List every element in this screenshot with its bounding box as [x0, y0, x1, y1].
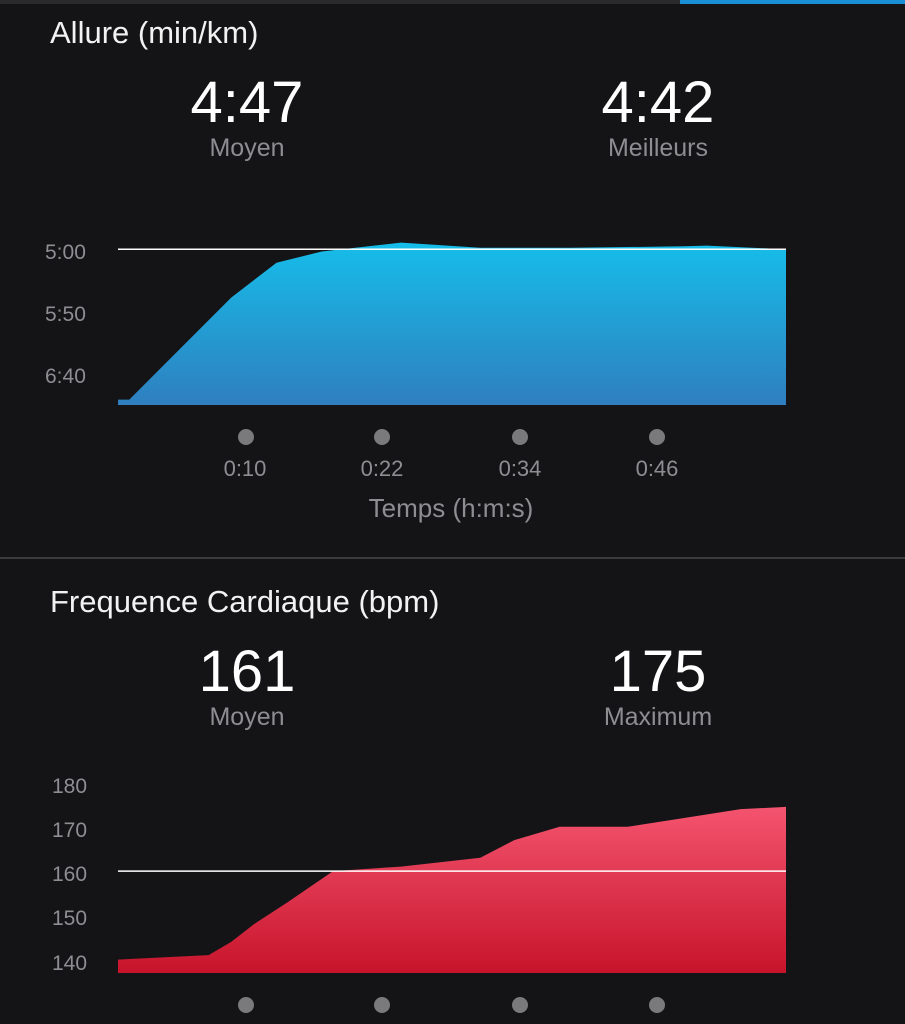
- hr-max-label: Maximum: [603, 703, 713, 731]
- timeline-marker-dot[interactable]: [512, 429, 528, 445]
- hr-max-value: 175: [609, 639, 707, 704]
- pace-y-tick: 5:00: [45, 241, 86, 264]
- heart-rate-series-area: [118, 806, 786, 973]
- hr-y-tick: 140: [52, 952, 88, 975]
- pace-x-axis-label: Temps (h:m:s): [368, 493, 534, 523]
- pace-title: Allure (min/km): [50, 15, 259, 50]
- timeline-marker-dot[interactable]: [649, 429, 665, 445]
- pace-x-tick: 0:46: [635, 456, 679, 481]
- hr-average-label: Moyen: [209, 703, 285, 731]
- pace-best-label: Meilleurs: [607, 134, 709, 162]
- timeline-marker-dot[interactable]: [374, 997, 390, 1013]
- timeline-marker-dot[interactable]: [374, 429, 390, 445]
- hr-average-value: 161: [198, 639, 296, 704]
- timeline-marker-dot[interactable]: [649, 997, 665, 1013]
- heart-rate-section: Frequence Cardiaque (bpm) 161 Moyen 175 …: [0, 559, 905, 1024]
- hr-y-tick: 170: [52, 819, 88, 842]
- pace-y-tick: 6:40: [45, 365, 86, 388]
- pace-y-tick: 5:50: [45, 303, 86, 326]
- heart-rate-title: Frequence Cardiaque (bpm): [50, 584, 440, 619]
- active-tab-underline: [680, 0, 905, 4]
- pace-best-stat: 4:42 Meilleurs: [508, 73, 808, 163]
- hr-y-tick: 180: [52, 775, 88, 798]
- pace-average-value: 4:47: [190, 70, 304, 135]
- hr-y-tick: 150: [52, 907, 88, 930]
- timeline-marker-dot[interactable]: [238, 429, 254, 445]
- section-divider: [0, 557, 905, 559]
- hr-y-tick: 160: [52, 863, 88, 886]
- pace-average-stat: 4:47 Moyen: [97, 73, 397, 163]
- pace-x-tick: 0:10: [223, 456, 267, 481]
- pace-x-tick: 0:34: [498, 456, 542, 481]
- hr-max-stat: 175 Maximum: [508, 642, 808, 732]
- pace-area-chart: [118, 242, 786, 405]
- hr-average-stat: 161 Moyen: [97, 642, 397, 732]
- top-tab-indicator: [0, 0, 905, 4]
- pace-section: Allure (min/km) 4:47 Moyen 4:42 Meilleur…: [45, 15, 808, 523]
- pace-series-area: [118, 242, 786, 405]
- timeline-marker-dot[interactable]: [512, 997, 528, 1013]
- pace-x-tick: 0:22: [360, 456, 404, 481]
- pace-average-label: Moyen: [209, 134, 285, 162]
- pace-best-value: 4:42: [601, 70, 715, 135]
- timeline-marker-dot[interactable]: [238, 997, 254, 1013]
- heart-rate-area-chart: [118, 806, 786, 973]
